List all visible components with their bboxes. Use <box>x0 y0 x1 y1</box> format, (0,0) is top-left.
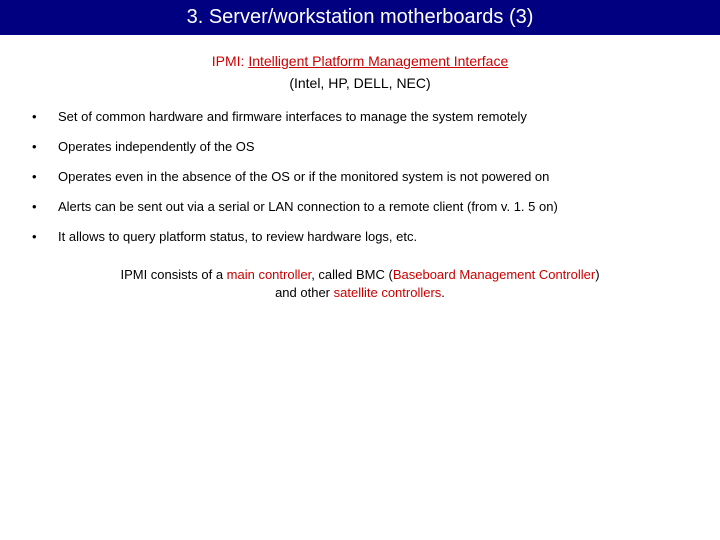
bullet-marker: • <box>30 139 58 154</box>
bullet-text: It allows to query platform status, to r… <box>58 229 690 244</box>
subtitle-main: Intelligent Platform Management Interfac… <box>248 53 508 69</box>
bullet-marker: • <box>30 199 58 214</box>
bullet-text: Operates even in the absence of the OS o… <box>58 169 690 184</box>
bullet-item: • Operates independently of the OS <box>30 139 690 154</box>
subtitle-prefix: IPMI: <box>212 53 249 69</box>
subtitle: IPMI: Intelligent Platform Management In… <box>0 53 720 69</box>
bullet-item: • Operates even in the absence of the OS… <box>30 169 690 184</box>
bullet-marker: • <box>30 229 58 244</box>
para-highlight: Baseboard Management Controller <box>393 267 595 282</box>
bullet-list: • Set of common hardware and firmware in… <box>30 109 690 244</box>
bullet-item: • Set of common hardware and firmware in… <box>30 109 690 124</box>
para-highlight: satellite controllers <box>334 285 442 300</box>
bullet-item: • Alerts can be sent out via a serial or… <box>30 199 690 214</box>
description-paragraph: IPMI consists of a main controller, call… <box>30 266 690 302</box>
bullet-marker: • <box>30 109 58 124</box>
para-highlight: main controller <box>227 267 312 282</box>
para-text: , called BMC ( <box>311 267 393 282</box>
bullet-text: Alerts can be sent out via a serial or L… <box>58 199 690 214</box>
bullet-marker: • <box>30 169 58 184</box>
bullet-text: Set of common hardware and firmware inte… <box>58 109 690 124</box>
para-text: ) <box>595 267 599 282</box>
para-text: and other <box>275 285 334 300</box>
slide-title: 3. Server/workstation motherboards (3) <box>0 0 720 35</box>
bullet-text: Operates independently of the OS <box>58 139 690 154</box>
bullet-item: • It allows to query platform status, to… <box>30 229 690 244</box>
para-text: IPMI consists of a <box>120 267 226 282</box>
vendors-line: (Intel, HP, DELL, NEC) <box>0 75 720 91</box>
para-text: . <box>441 285 445 300</box>
